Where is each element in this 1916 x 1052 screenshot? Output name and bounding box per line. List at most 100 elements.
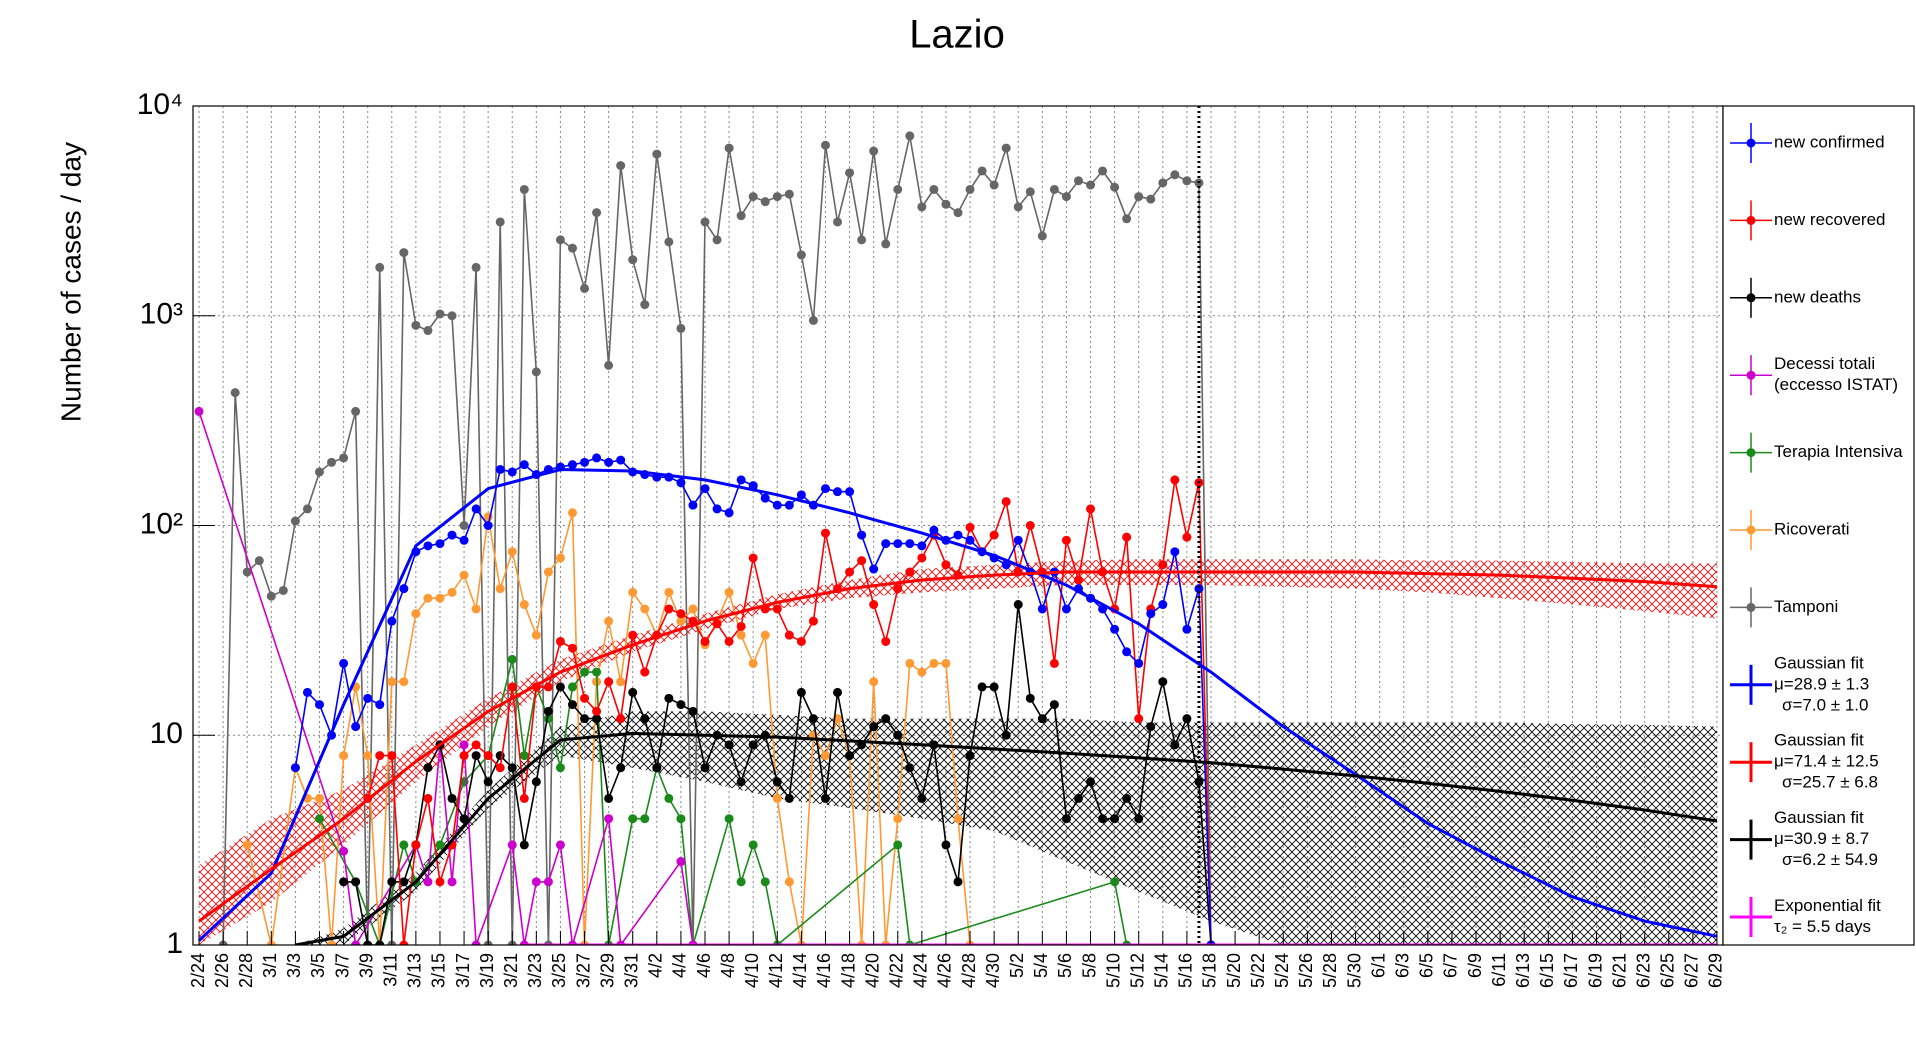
legend-marker (1746, 370, 1756, 380)
data-point (748, 740, 758, 750)
data-point (700, 763, 710, 773)
legend-frame (1722, 105, 1915, 946)
data-point (290, 516, 300, 526)
plot-area (194, 106, 1718, 945)
data-point (592, 706, 602, 716)
data-point (760, 630, 770, 640)
data-point (724, 814, 734, 824)
x-tick-label: 3/29 (597, 953, 617, 988)
data-point (567, 643, 577, 653)
x-tick-label: 5/12 (1127, 953, 1147, 988)
legend-label: Ricoverati (1774, 519, 1850, 538)
x-tick-label: 6/1 (1368, 953, 1388, 978)
data-point (965, 522, 975, 532)
x-tick-label: 4/22 (887, 953, 907, 988)
data-point (1110, 814, 1120, 824)
data-point (339, 453, 349, 463)
fit-band (295, 711, 1717, 945)
data-point (917, 553, 927, 563)
data-point (580, 283, 590, 293)
data-point (628, 630, 638, 640)
data-point (459, 751, 469, 761)
legend-marker (1746, 215, 1756, 225)
data-point (640, 300, 650, 310)
data-point (375, 262, 385, 272)
data-point (302, 504, 312, 514)
data-point (1037, 714, 1047, 724)
data-point (833, 687, 843, 697)
data-point (977, 166, 987, 176)
data-point (796, 687, 806, 697)
data-point (604, 616, 614, 626)
data-point (543, 706, 553, 716)
x-tick-label: 5/24 (1272, 953, 1292, 988)
data-point (471, 751, 481, 761)
data-point (339, 877, 349, 887)
data-point (869, 600, 879, 610)
x-tick-label: 6/11 (1489, 953, 1509, 987)
x-tick-label: 6/25 (1658, 953, 1678, 988)
x-tick-label: 4/6 (694, 953, 714, 978)
data-point (327, 457, 337, 467)
data-point (447, 530, 457, 540)
data-point (712, 619, 722, 629)
data-point (399, 840, 409, 850)
data-point (869, 722, 879, 732)
data-point (483, 777, 493, 787)
data-point (411, 320, 421, 330)
data-point (833, 487, 843, 497)
data-point (917, 541, 927, 551)
data-point (989, 530, 999, 540)
data-point (1086, 180, 1096, 190)
x-tick-label: 4/18 (838, 953, 858, 988)
data-point (1086, 504, 1096, 514)
data-point (339, 658, 349, 668)
data-point (640, 814, 650, 824)
data-point (616, 763, 626, 773)
data-point (664, 793, 674, 803)
data-point (363, 751, 373, 761)
data-point (507, 682, 517, 692)
data-point (471, 604, 481, 614)
data-point (604, 793, 614, 803)
x-tick-label: 6/5 (1417, 953, 1437, 978)
x-tick-label: 4/28 (959, 953, 979, 988)
x-tick-label: 3/17 (453, 953, 473, 988)
data-point (784, 793, 794, 803)
data-point (616, 455, 626, 465)
data-point (447, 877, 457, 887)
data-point (531, 367, 541, 377)
data-point (724, 587, 734, 597)
data-point (664, 237, 674, 247)
x-tick-label: 3/3 (284, 953, 304, 978)
data-point (363, 693, 373, 703)
data-point (580, 457, 590, 467)
bands (199, 559, 1717, 945)
data-point (676, 478, 686, 488)
data-point (1061, 814, 1071, 824)
data-point (459, 535, 469, 545)
data-point (1098, 166, 1108, 176)
data-point (327, 940, 337, 945)
data-point (760, 877, 770, 887)
data-point (495, 763, 505, 773)
data-point (1013, 535, 1023, 545)
data-point (808, 315, 818, 325)
data-point (820, 484, 830, 494)
y-axis-label: Number of cases / day (55, 142, 86, 422)
data-point (543, 567, 553, 577)
data-point (941, 560, 951, 570)
data-point (1110, 182, 1120, 192)
data-point (965, 751, 975, 761)
data-point (1001, 730, 1011, 740)
x-tick-label: 3/13 (405, 953, 425, 988)
data-point (724, 636, 734, 646)
data-point (989, 180, 999, 190)
legend-label: τ₂ = 5.5 days (1774, 917, 1871, 936)
data-point (495, 584, 505, 594)
data-point (640, 604, 650, 614)
data-point (592, 667, 602, 677)
data-point (1122, 532, 1132, 542)
data-point (628, 687, 638, 697)
